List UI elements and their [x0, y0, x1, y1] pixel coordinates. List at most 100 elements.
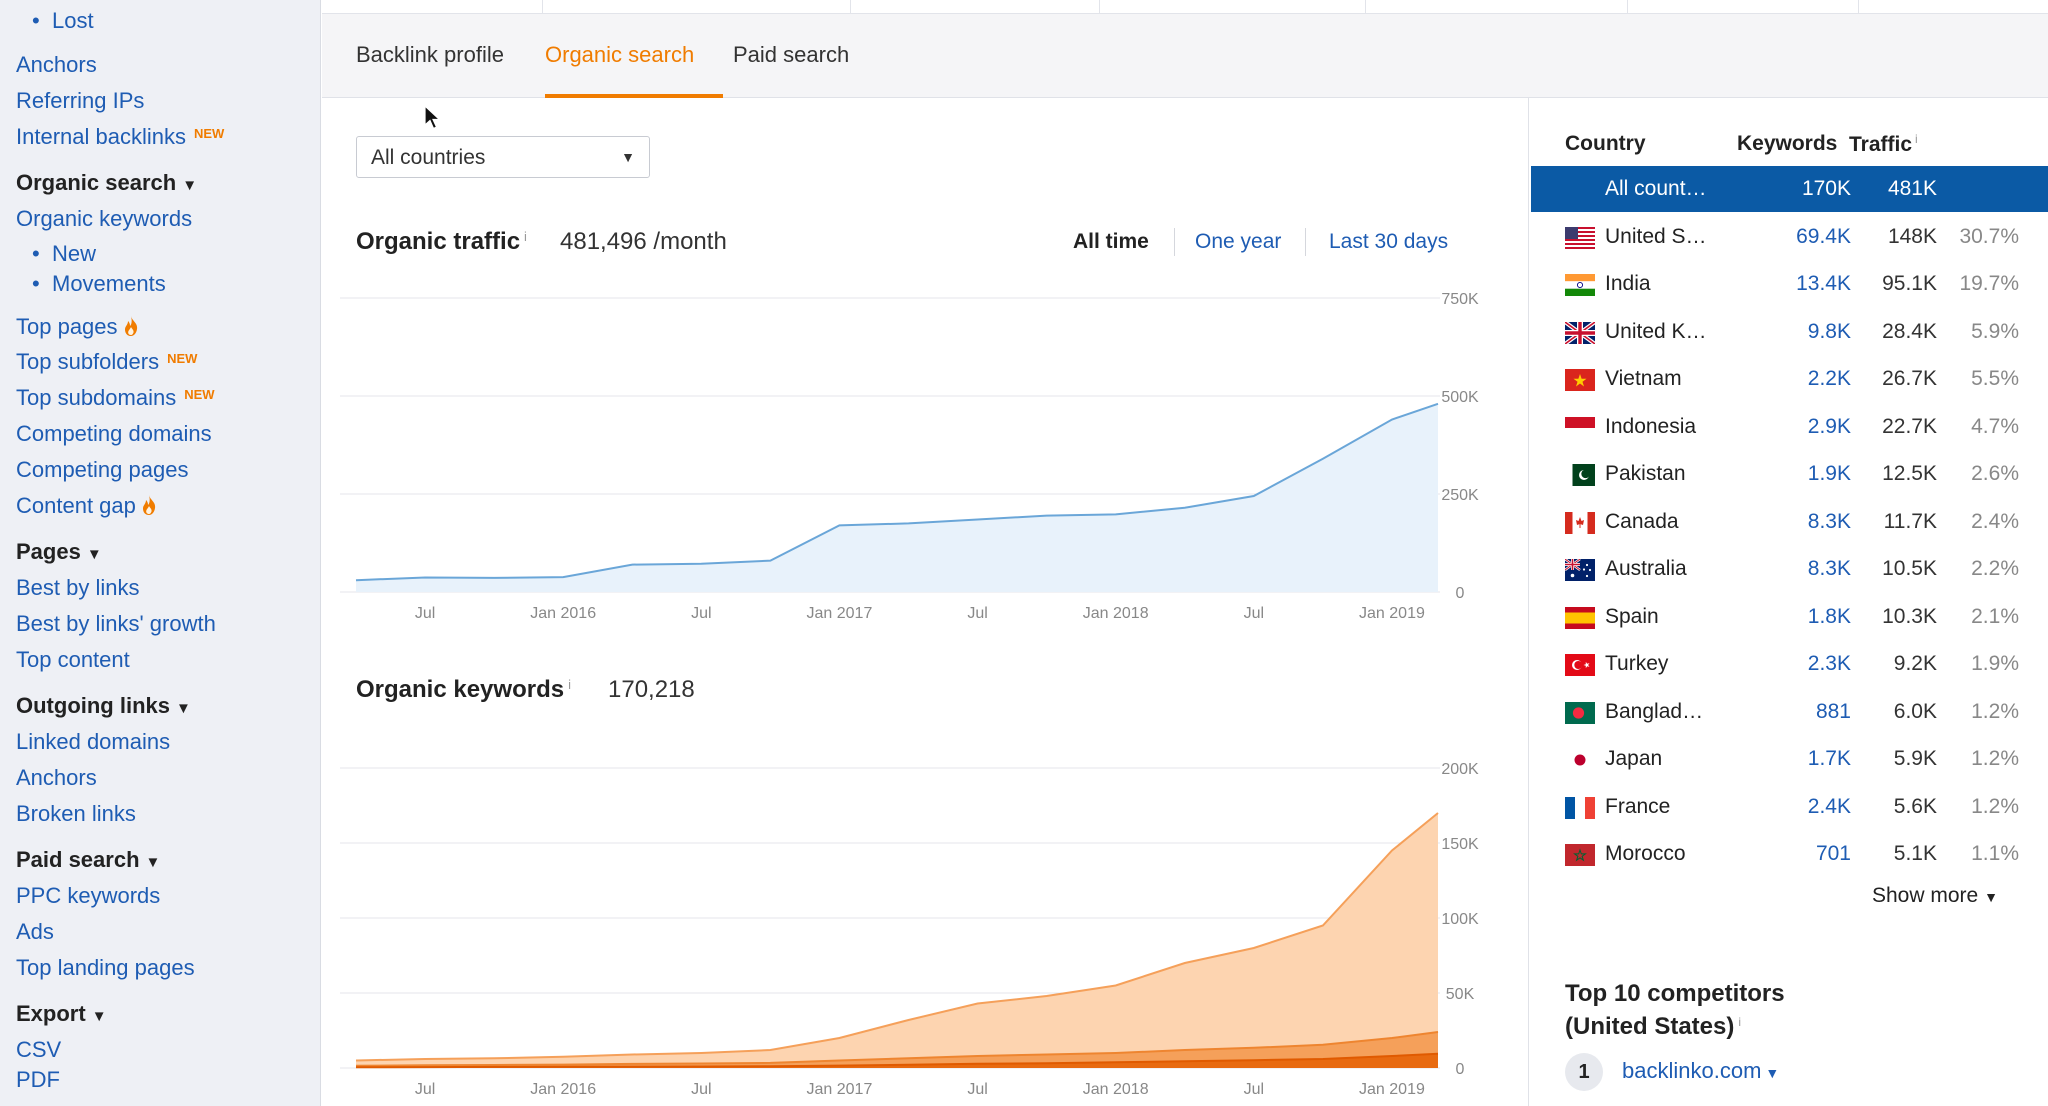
country-row[interactable]: Pakistan 1.9K 12.5K 2.6%	[1531, 451, 2048, 497]
sidebar-item-content-gap[interactable]: Content gap	[16, 493, 156, 521]
jp-flag-icon	[1565, 749, 1595, 771]
keywords-count[interactable]: 8.3K	[1807, 557, 1851, 580]
us-flag-icon	[1565, 226, 1595, 249]
keywords-count[interactable]: 2.4K	[1807, 794, 1851, 818]
sidebar-item-organic-keywords[interactable]: Organic keywords	[16, 206, 193, 231]
info-icon[interactable]: i	[524, 229, 527, 244]
country-name[interactable]: All count…	[1605, 177, 1707, 200]
traffic-count: 5.6K	[1893, 794, 1937, 818]
sidebar-item-referring-ips[interactable]: Referring IPs	[16, 88, 145, 113]
country-row[interactable]: United S… 69.4K 148K 30.7%	[1531, 214, 2048, 260]
traffic-share: 4.7%	[1971, 414, 2019, 438]
range-last-30-days[interactable]: Last 30 days	[1329, 230, 1449, 253]
es-flag-icon	[1565, 606, 1595, 629]
sidebar-head-outgoing-links[interactable]: Outgoing links ▼	[16, 693, 191, 718]
keywords-count[interactable]: 1.8K	[1807, 604, 1851, 628]
country-name[interactable]: Morocco	[1605, 842, 1686, 865]
tab-backlink-profile[interactable]: Backlink profile	[356, 42, 504, 67]
sidebar-item-csv[interactable]: CSV	[16, 1037, 62, 1062]
traffic-count: 481K	[1887, 177, 1937, 200]
sidebar-item-new[interactable]: • New	[32, 241, 97, 266]
country-name[interactable]: Turkey	[1605, 652, 1669, 675]
keywords-count[interactable]: 13.4K	[1796, 272, 1851, 295]
sidebar-head-paid-search[interactable]: Paid search ▼	[16, 847, 161, 872]
sidebar-item-ads[interactable]: Ads	[16, 919, 54, 944]
range-all-time[interactable]: All time	[1073, 230, 1149, 253]
info-icon[interactable]: i	[1915, 132, 1918, 146]
country-row-all[interactable]: All count… 170K 481K	[1531, 166, 2048, 212]
keywords-count[interactable]: 8.3K	[1807, 509, 1851, 533]
country-row[interactable]: Australia 8.3K 10.5K 2.2%	[1531, 546, 2048, 592]
country-name[interactable]: United K…	[1605, 319, 1707, 343]
country-name[interactable]: Indonesia	[1605, 414, 1697, 438]
column-header-country[interactable]: Country	[1565, 132, 1646, 155]
country-name[interactable]: Pakistan	[1605, 462, 1686, 485]
tab-organic-search[interactable]: Organic search	[545, 42, 695, 67]
range-one-year[interactable]: One year	[1195, 230, 1282, 253]
country-name[interactable]: France	[1605, 794, 1671, 818]
column-header-keywords[interactable]: Keywords	[1737, 132, 1838, 155]
country-name[interactable]: Banglad…	[1605, 699, 1704, 723]
sidebar-item-broken-links[interactable]: Broken links	[16, 801, 136, 826]
country-row[interactable]: Vietnam 2.2K 26.7K 5.5%	[1531, 356, 2048, 402]
organic-keywords-value: 170,218	[608, 676, 695, 703]
sidebar-item-ppc-keywords[interactable]: PPC keywords	[16, 883, 161, 908]
keywords-count[interactable]: 881	[1815, 699, 1851, 723]
column-header-traffic[interactable]: Traffic i	[1849, 132, 1918, 156]
sidebar-item-movements[interactable]: • Movements	[32, 271, 166, 296]
country-name[interactable]: United S…	[1605, 224, 1707, 248]
info-icon[interactable]: i	[1738, 1015, 1742, 1029]
keywords-count[interactable]: 9.8K	[1807, 319, 1851, 343]
tab-paid-search[interactable]: Paid search	[733, 42, 850, 67]
keywords-count[interactable]: 170K	[1801, 177, 1851, 200]
country-name[interactable]: Australia	[1605, 557, 1687, 580]
sidebar-head-organic-search[interactable]: Organic search ▼	[16, 170, 198, 195]
country-row[interactable]: Banglad… 881 6.0K 1.2%	[1531, 689, 2048, 735]
x-tick-label: Jan 2016	[530, 1081, 596, 1098]
show-more-button[interactable]: Show more ▼	[1872, 884, 1998, 907]
country-row[interactable]: Canada 8.3K 11.7K 2.4%	[1531, 499, 2048, 545]
sidebar-item-competing-pages[interactable]: Competing pages	[16, 457, 189, 482]
info-icon[interactable]: i	[568, 677, 571, 692]
sidebar-item-internal-backlinks[interactable]: Internal backlinks NEW	[16, 124, 225, 149]
sidebar-item-top-content[interactable]: Top content	[16, 647, 130, 672]
sidebar-item-top-landing-pages[interactable]: Top landing pages	[16, 955, 195, 980]
sidebar-head-pages[interactable]: Pages ▼	[16, 539, 102, 564]
country-name[interactable]: Vietnam	[1605, 367, 1682, 390]
country-row[interactable]: United K… 9.8K 28.4K 5.9%	[1531, 309, 2048, 355]
keywords-count[interactable]: 2.2K	[1807, 367, 1851, 390]
country-row[interactable]: Indonesia 2.9K 22.7K 4.7%	[1531, 404, 2048, 450]
country-name[interactable]: Spain	[1605, 604, 1659, 628]
country-row[interactable]: Japan 1.7K 5.9K 1.2%	[1531, 736, 2048, 782]
country-name[interactable]: Japan	[1605, 747, 1663, 770]
sidebar-head-export[interactable]: Export ▼	[16, 1001, 107, 1026]
sidebar-item-anchors-outgoing[interactable]: Anchors	[16, 765, 97, 790]
sidebar-item-top-subfolders[interactable]: Top subfolders NEW	[16, 349, 198, 374]
keywords-count[interactable]: 2.3K	[1807, 652, 1851, 675]
sidebar-item-competing-domains[interactable]: Competing domains	[16, 421, 212, 446]
keywords-count[interactable]: 69.4K	[1796, 224, 1851, 248]
country-name[interactable]: Canada	[1605, 509, 1679, 533]
keywords-count[interactable]: 2.9K	[1807, 414, 1851, 438]
country-row[interactable]: Spain 1.8K 10.3K 2.1%	[1531, 594, 2048, 640]
fr-flag-icon	[1565, 796, 1595, 819]
sidebar-item-top-pages[interactable]: Top pages	[16, 314, 138, 342]
keywords-count[interactable]: 701	[1815, 842, 1851, 865]
sidebar-item-best-by-links-growth[interactable]: Best by links' growth	[16, 611, 216, 636]
sidebar-item-linked-domains[interactable]: Linked domains	[16, 729, 171, 754]
country-select[interactable]: All countries ▼	[356, 136, 650, 178]
sidebar-item-best-by-links[interactable]: Best by links	[16, 575, 140, 600]
keywords-count[interactable]: 1.7K	[1807, 747, 1851, 770]
country-row[interactable]: India 13.4K 95.1K 19.7%	[1531, 261, 2048, 307]
country-name[interactable]: India	[1605, 272, 1651, 295]
sidebar-item-lost[interactable]: • Lost	[32, 8, 94, 33]
country-row[interactable]: Turkey 2.3K 9.2K 1.9%	[1531, 641, 2048, 687]
sidebar-item-top-subdomains[interactable]: Top subdomains NEW	[16, 385, 215, 410]
country-row[interactable]: Morocco 701 5.1K 1.1%	[1531, 831, 2048, 877]
mouse-cursor-icon	[424, 105, 442, 130]
country-row[interactable]: France 2.4K 5.6K 1.2%	[1531, 784, 2048, 830]
keywords-count[interactable]: 1.9K	[1807, 462, 1851, 485]
competitor-link[interactable]: backlinko.com ▼	[1622, 1058, 1780, 1083]
sidebar-item-anchors[interactable]: Anchors	[16, 52, 97, 77]
sidebar-item-pdf[interactable]: PDF	[16, 1067, 60, 1092]
